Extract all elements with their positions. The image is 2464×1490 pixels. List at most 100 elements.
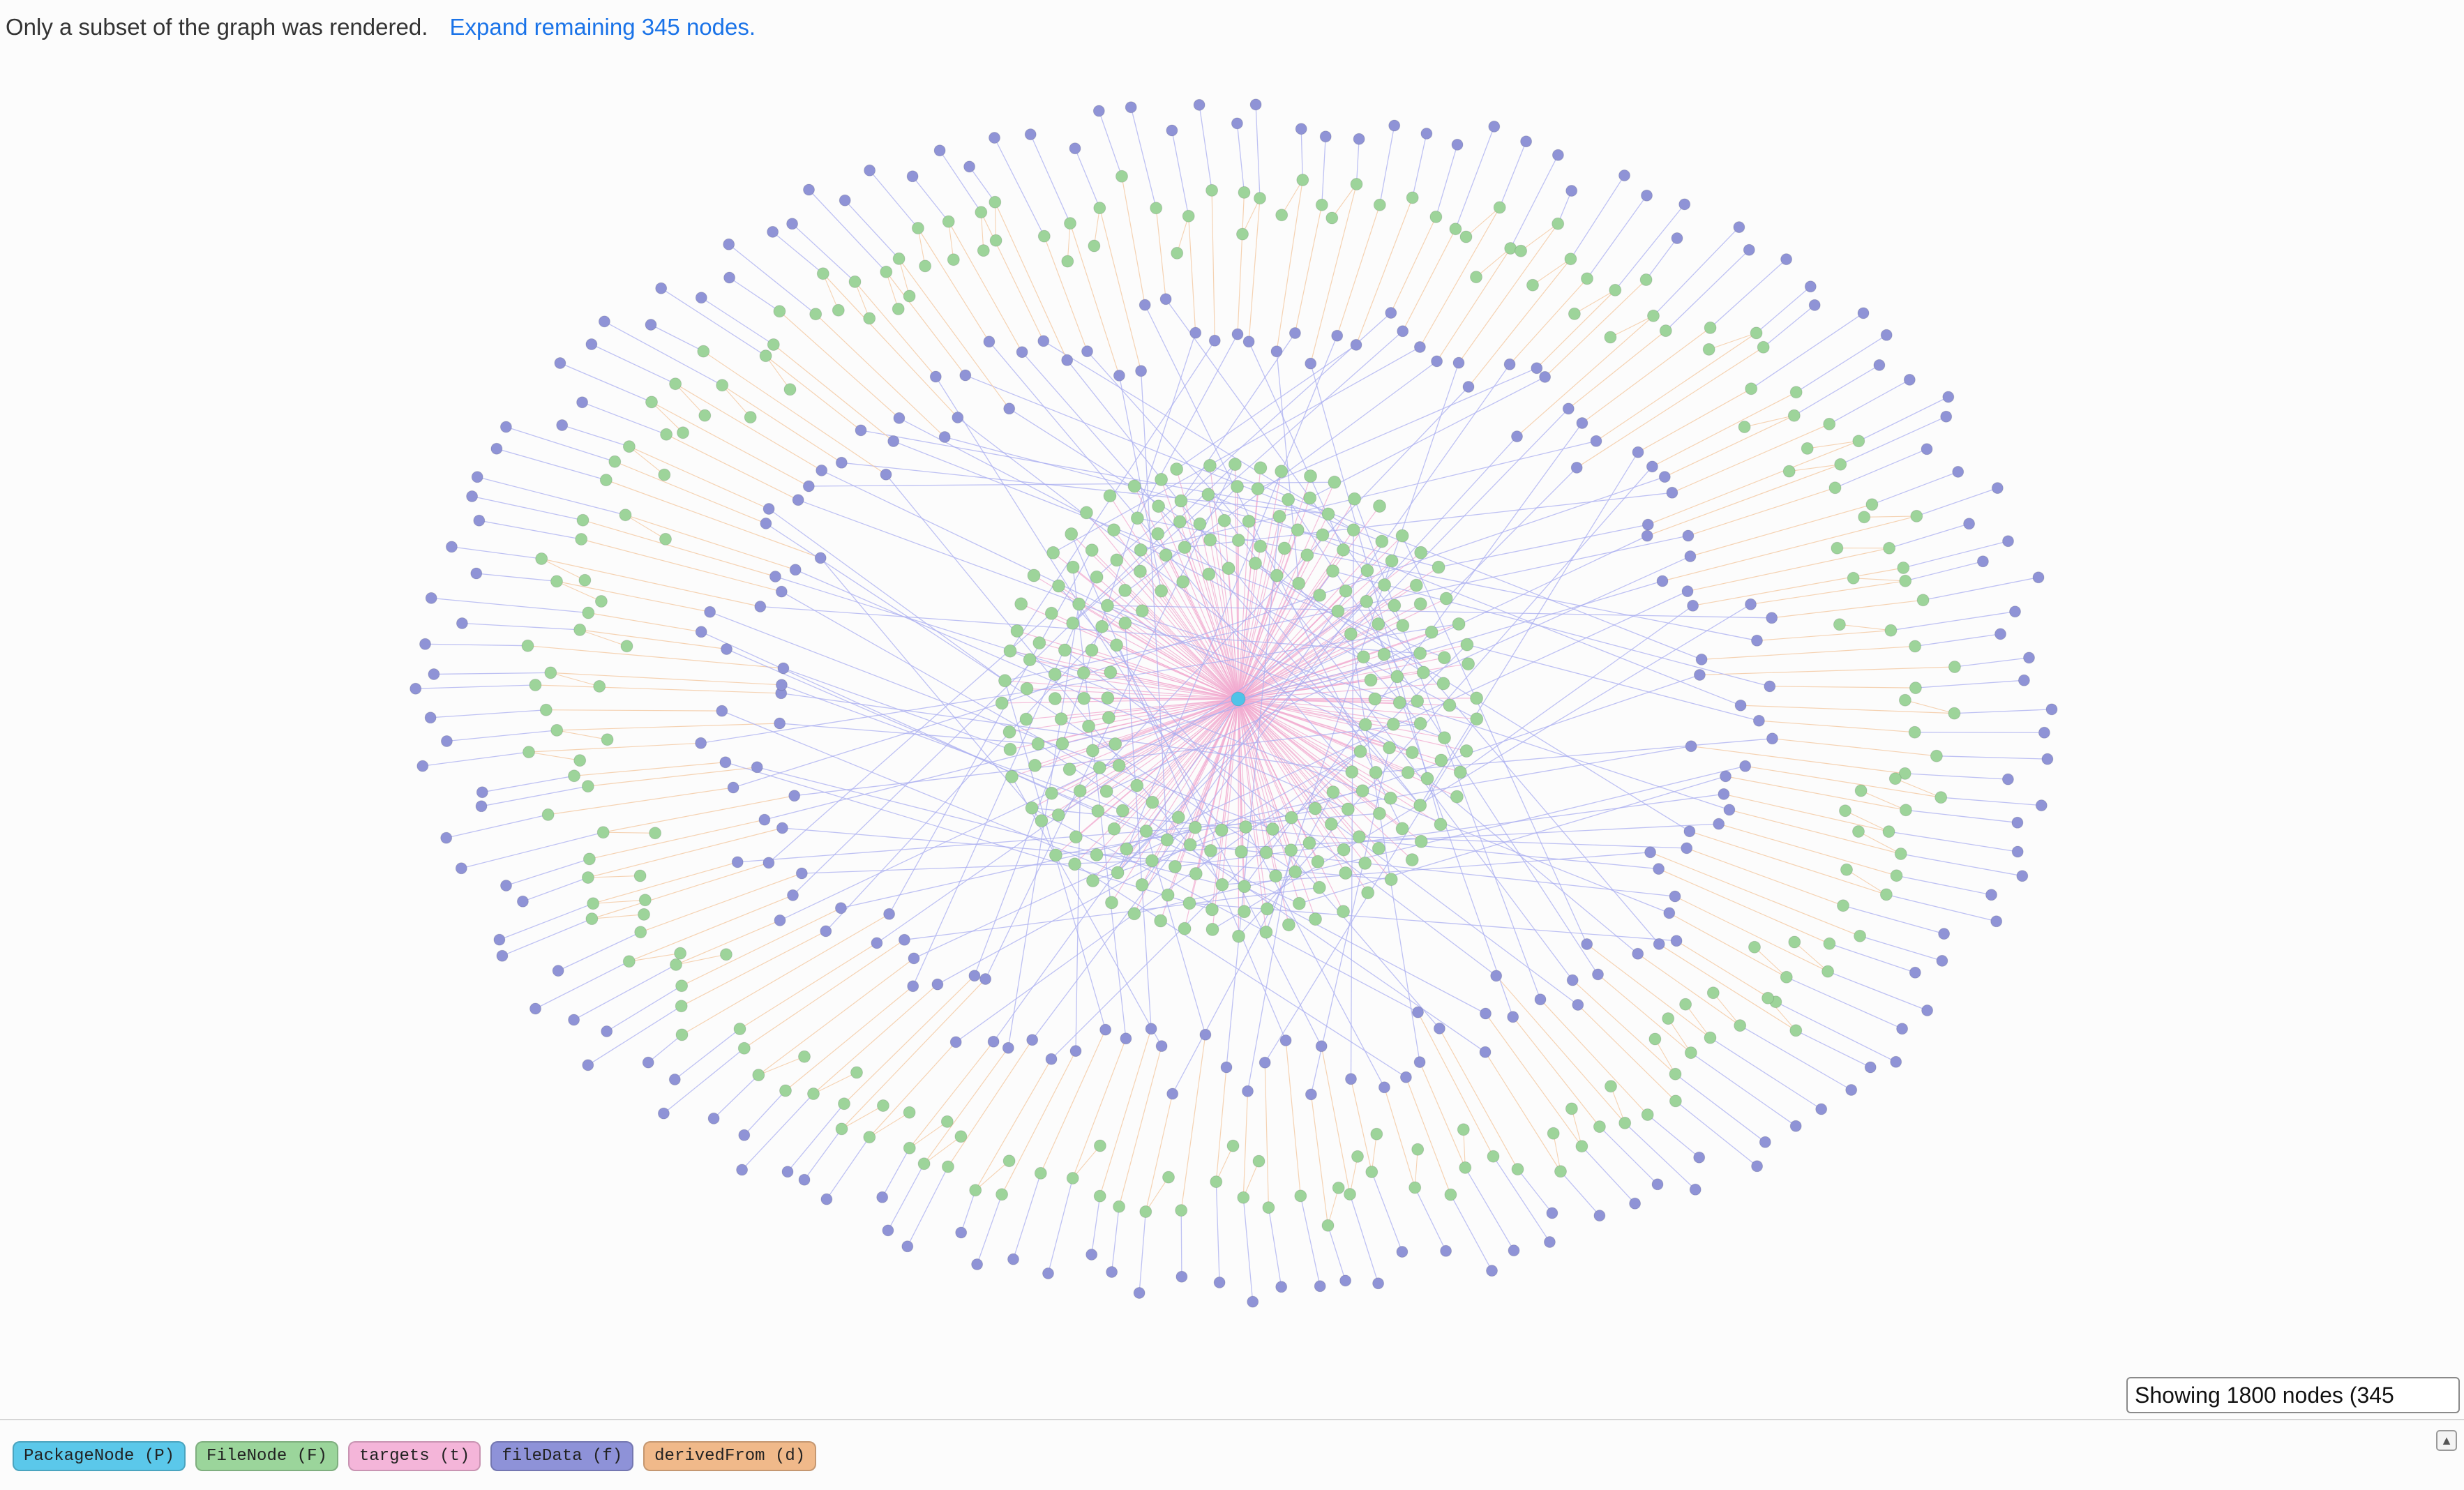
- file-data-node[interactable]: [835, 456, 848, 469]
- file-node[interactable]: [1028, 758, 1042, 772]
- file-data-node[interactable]: [1247, 1295, 1259, 1308]
- file-data-node[interactable]: [1242, 1085, 1254, 1097]
- file-data-node[interactable]: [1789, 1120, 1802, 1132]
- file-node[interactable]: [1105, 896, 1118, 910]
- file-node[interactable]: [1215, 823, 1229, 837]
- file-node[interactable]: [1641, 1108, 1654, 1121]
- file-node[interactable]: [1110, 638, 1123, 652]
- file-data-node[interactable]: [1629, 1197, 1642, 1210]
- file-node[interactable]: [1852, 825, 1865, 838]
- file-node[interactable]: [1899, 804, 1912, 817]
- file-node[interactable]: [1304, 469, 1317, 483]
- file-node[interactable]: [1104, 665, 1118, 679]
- file-node[interactable]: [719, 948, 733, 961]
- file-data-node[interactable]: [1576, 417, 1588, 429]
- file-node[interactable]: [1910, 509, 1923, 522]
- file-node[interactable]: [989, 234, 1002, 247]
- file-node[interactable]: [1789, 386, 1803, 399]
- file-node[interactable]: [1411, 694, 1425, 708]
- file-data-node[interactable]: [490, 442, 503, 455]
- file-node[interactable]: [919, 259, 932, 273]
- file-node[interactable]: [1325, 211, 1339, 225]
- file-data-node[interactable]: [1220, 1061, 1233, 1074]
- file-node[interactable]: [1120, 842, 1134, 856]
- file-data-node[interactable]: [1120, 1032, 1132, 1045]
- file-node[interactable]: [1082, 719, 1095, 733]
- file-node[interactable]: [608, 455, 622, 468]
- file-node[interactable]: [1831, 541, 1844, 555]
- file-node[interactable]: [1745, 382, 1758, 396]
- file-node[interactable]: [1178, 921, 1192, 935]
- file-data-node[interactable]: [719, 756, 732, 769]
- file-node[interactable]: [573, 754, 587, 767]
- file-data-node[interactable]: [1431, 355, 1443, 368]
- file-node[interactable]: [1202, 567, 1216, 581]
- file-data-node[interactable]: [1480, 1007, 1492, 1020]
- file-node[interactable]: [1135, 604, 1149, 618]
- file-node[interactable]: [1189, 867, 1203, 880]
- file-node[interactable]: [1511, 1163, 1524, 1176]
- file-data-node[interactable]: [1125, 101, 1137, 114]
- file-node[interactable]: [1093, 1139, 1106, 1152]
- file-node[interactable]: [1396, 619, 1410, 633]
- file-node[interactable]: [1405, 746, 1419, 760]
- file-data-node[interactable]: [455, 862, 467, 875]
- file-data-node[interactable]: [1081, 345, 1093, 358]
- file-node[interactable]: [1173, 515, 1187, 529]
- file-data-node[interactable]: [774, 914, 786, 926]
- file-node[interactable]: [1738, 421, 1751, 433]
- file-data-node[interactable]: [1592, 968, 1604, 981]
- file-node[interactable]: [835, 1122, 848, 1136]
- file-node[interactable]: [903, 1141, 916, 1154]
- file-data-node[interactable]: [1396, 1246, 1408, 1258]
- file-node[interactable]: [541, 808, 555, 821]
- file-node[interactable]: [1205, 183, 1219, 197]
- file-node[interactable]: [594, 595, 608, 608]
- file-node[interactable]: [1205, 922, 1219, 936]
- file-node[interactable]: [622, 955, 636, 968]
- file-node[interactable]: [1139, 1205, 1152, 1218]
- file-node[interactable]: [1789, 1024, 1803, 1037]
- file-node[interactable]: [1828, 481, 1842, 495]
- file-node[interactable]: [1547, 1127, 1560, 1140]
- file-node[interactable]: [1025, 801, 1039, 815]
- file-node[interactable]: [1890, 869, 1903, 882]
- file-node[interactable]: [876, 1099, 889, 1112]
- file-node[interactable]: [1133, 564, 1147, 578]
- file-data-node[interactable]: [949, 1036, 962, 1048]
- legend-targets[interactable]: targets (t): [347, 1441, 481, 1471]
- file-node[interactable]: [1231, 534, 1245, 547]
- file-node[interactable]: [1175, 1204, 1188, 1217]
- file-node[interactable]: [832, 303, 845, 317]
- file-data-node[interactable]: [1685, 740, 1697, 753]
- file-node[interactable]: [1684, 1046, 1697, 1060]
- file-node[interactable]: [1882, 825, 1895, 838]
- file-data-node[interactable]: [1451, 138, 1464, 151]
- file-node[interactable]: [954, 1130, 968, 1143]
- file-data-node[interactable]: [1565, 185, 1578, 197]
- file-data-node[interactable]: [1641, 189, 1653, 202]
- file-node[interactable]: [1270, 569, 1284, 582]
- file-node[interactable]: [1232, 929, 1245, 943]
- file-data-node[interactable]: [1546, 1207, 1558, 1219]
- file-node[interactable]: [767, 338, 780, 351]
- file-node[interactable]: [1145, 795, 1159, 809]
- file-node[interactable]: [1526, 278, 1539, 292]
- file-data-node[interactable]: [456, 617, 468, 629]
- file-node[interactable]: [1821, 965, 1835, 978]
- file-node[interactable]: [737, 1041, 751, 1055]
- file-node[interactable]: [1368, 692, 1382, 706]
- file-node[interactable]: [1093, 202, 1106, 215]
- file-node[interactable]: [659, 532, 672, 545]
- file-data-node[interactable]: [1653, 938, 1665, 950]
- file-node[interactable]: [1254, 539, 1268, 553]
- file-data-node[interactable]: [440, 735, 453, 747]
- file-node[interactable]: [1898, 767, 1911, 780]
- file-node[interactable]: [1909, 682, 1922, 695]
- file-data-node[interactable]: [1413, 341, 1426, 353]
- file-data-node[interactable]: [775, 585, 788, 598]
- file-data-node[interactable]: [1666, 486, 1678, 499]
- file-node[interactable]: [942, 215, 955, 228]
- file-data-node[interactable]: [1412, 1006, 1424, 1018]
- file-node[interactable]: [975, 206, 988, 219]
